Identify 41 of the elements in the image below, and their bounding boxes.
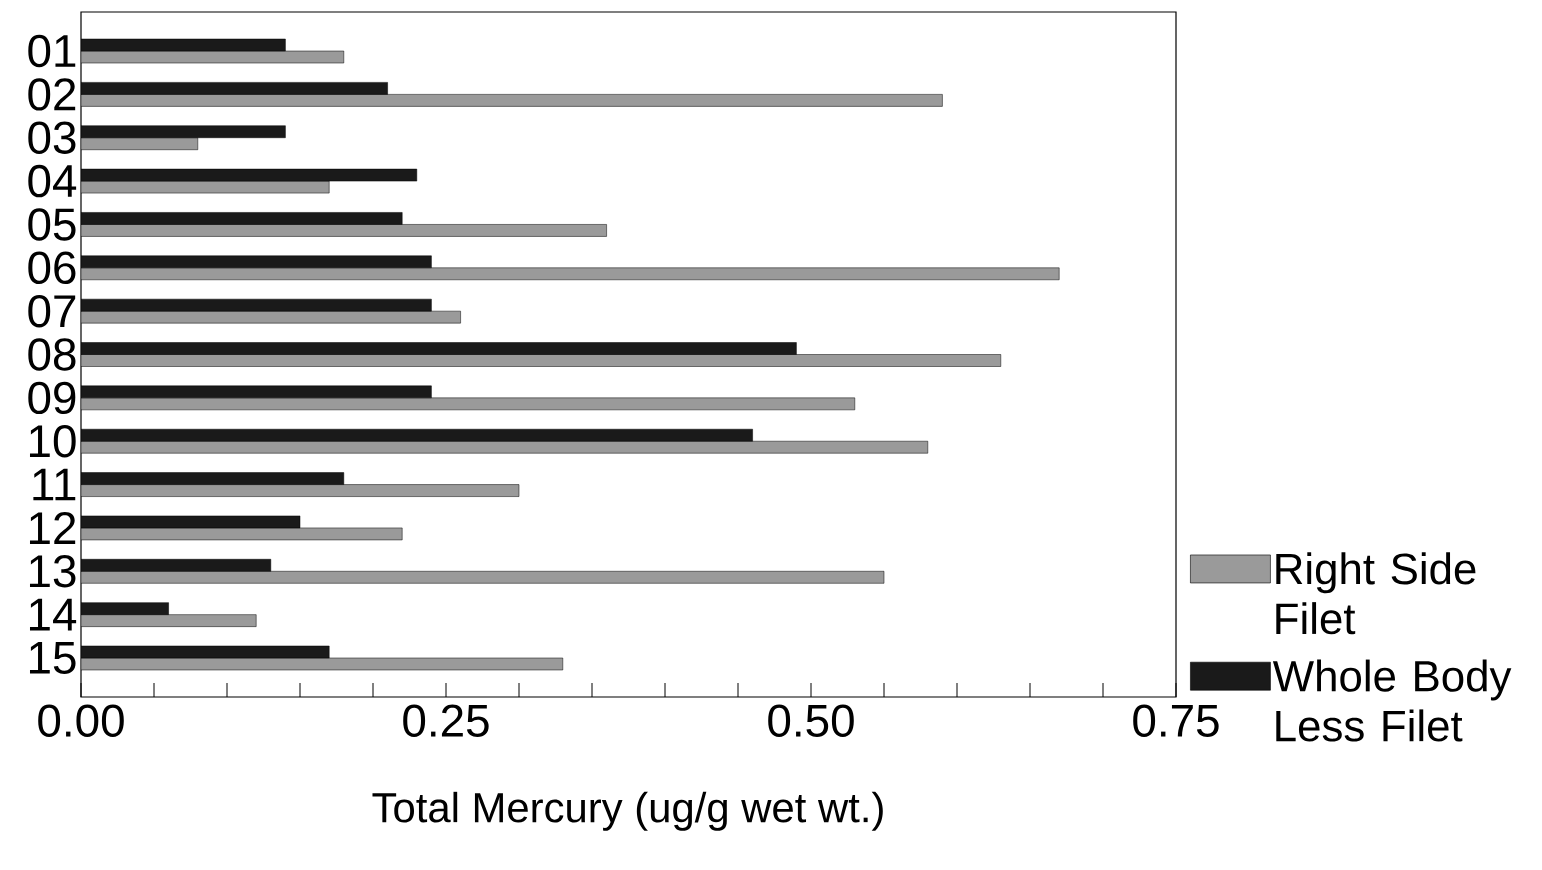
legend-label: Right Side Filet [1276, 552, 1476, 635]
bar [81, 310, 461, 324]
y-tick-label: 07 [28, 294, 76, 328]
legend-label: Whole Body Less Filet [1272, 659, 1512, 742]
bar [81, 255, 432, 269]
bar [81, 342, 797, 355]
bar [81, 428, 753, 442]
y-tick-label: 05 [28, 208, 76, 241]
bar [81, 212, 403, 225]
bar [81, 472, 345, 485]
y-tick-label: 04 [28, 164, 77, 198]
y-tick-label: 11 [33, 468, 76, 501]
x-tick-label: 0.00 [38, 704, 124, 737]
bar [81, 602, 169, 615]
y-tick-label: 06 [28, 251, 76, 285]
bar [81, 137, 199, 150]
y-tick-label: 13 [29, 555, 76, 588]
y-tick-label: 02 [28, 78, 76, 111]
y-tick-label: 01 [28, 34, 76, 68]
bar [81, 559, 272, 572]
bar [81, 94, 943, 107]
y-tick-label: 15 [29, 642, 76, 674]
y-tick-label: 12 [29, 511, 76, 544]
bar [81, 440, 929, 454]
bar [81, 267, 1060, 281]
bar [81, 484, 520, 497]
bar [81, 224, 607, 237]
bar [81, 614, 257, 627]
y-tick-label: 08 [28, 338, 76, 371]
x-tick-label: 0.75 [1133, 704, 1219, 737]
bar [81, 82, 388, 95]
y-tick-label: 14 [29, 598, 77, 631]
x-tick-label: 0.25 [403, 704, 489, 737]
y-tick-label: 03 [28, 121, 76, 154]
y-tick-label: 09 [28, 381, 76, 415]
x-tick-label: 0.50 [768, 704, 854, 737]
x-axis-title: Total Mercury (ug/g wet wt.) [372, 791, 883, 831]
bar [81, 571, 885, 584]
y-tick-label: 10 [29, 424, 76, 458]
bar [81, 125, 286, 138]
bar [81, 354, 1002, 367]
